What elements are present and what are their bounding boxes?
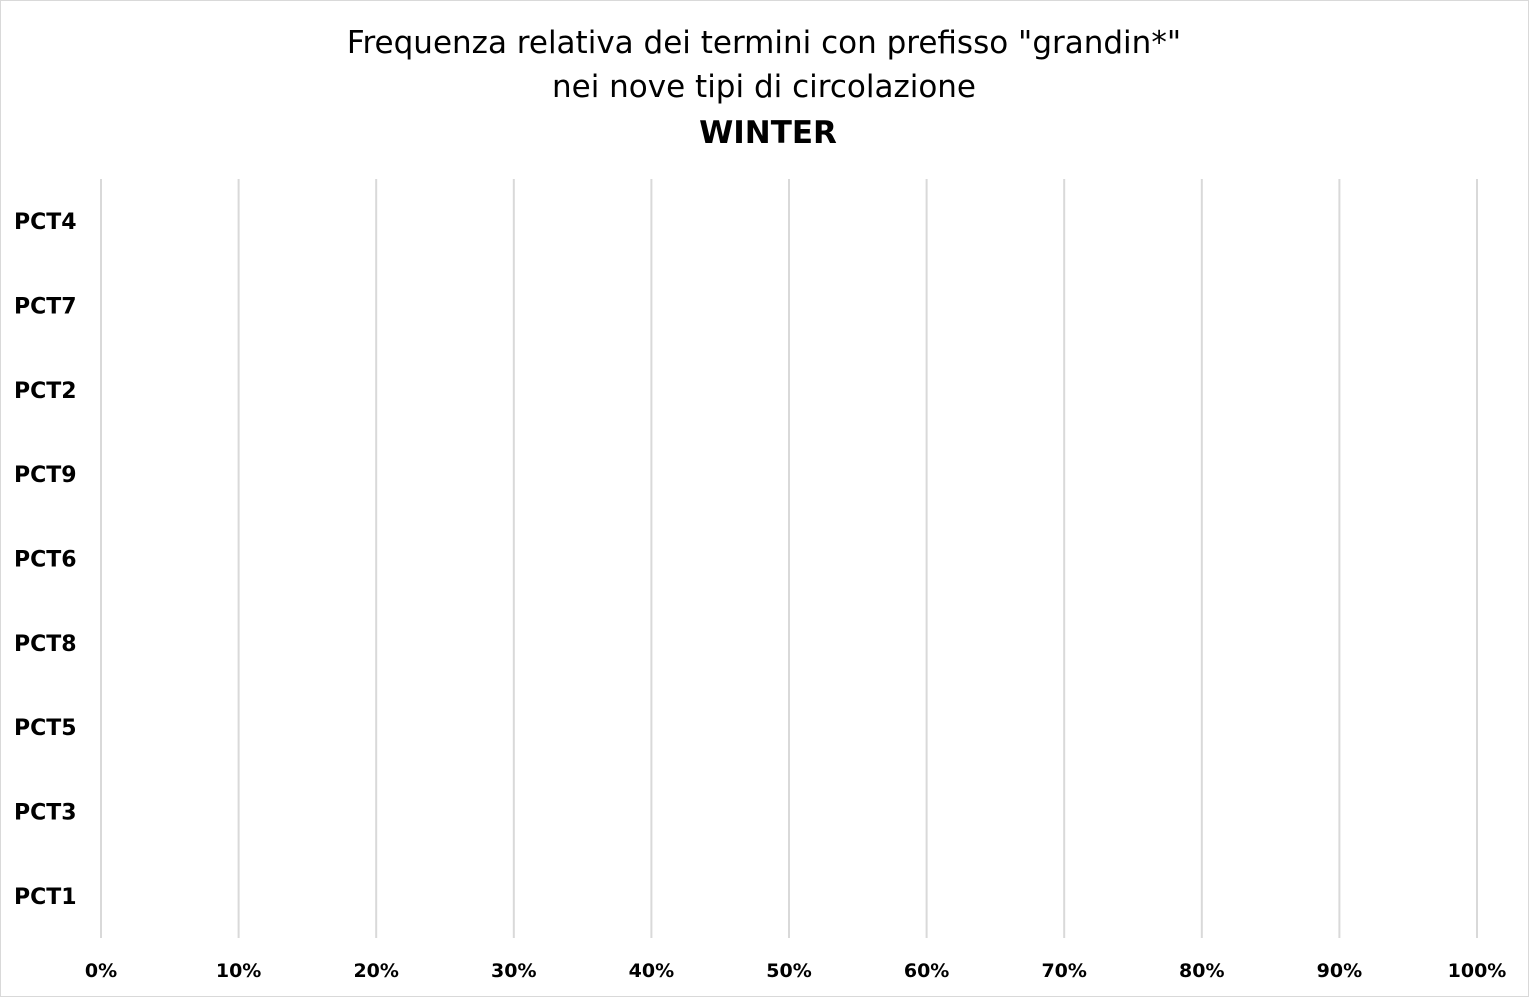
x-tick-label: 80% [1179,960,1224,982]
x-tick-label: 60% [904,960,949,982]
chart-title: Frequenza relativa dei termini con prefi… [347,25,1181,61]
x-tick-label: 0% [85,960,117,982]
category-label-pct3: PCT3 [14,801,77,826]
x-tick-label: 30% [491,960,536,982]
x-tick-label: 90% [1317,960,1362,982]
x-tick-label: 50% [766,960,811,982]
x-tick-labels: 0% 10% 20% 30% 40% 50% 60% 70% 80% 90% 100% [85,960,1506,982]
x-tick-label: 70% [1041,960,1086,982]
x-tick-label: 20% [353,960,398,982]
category-label-pct7: PCT7 [14,295,77,320]
x-tick-label: 100% [1448,960,1507,982]
x-tick-label: 10% [216,960,261,982]
x-tick-label: 40% [629,960,674,982]
chart-subtitle: nei nove tipi di circolazione [552,69,976,105]
category-label-pct6: PCT6 [14,548,77,573]
category-label-pct2: PCT2 [14,379,77,404]
category-label-pct5: PCT5 [14,716,77,741]
category-label-pct4: PCT4 [14,210,77,235]
grid-layer [100,179,1478,938]
category-label-pct9: PCT9 [14,463,77,488]
category-label-pct1: PCT1 [14,885,77,910]
category-labels: PCT4 PCT7 PCT2 PCT9 PCT6 PCT8 PCT5 PCT3 PCT1 [14,210,77,910]
category-label-pct8: PCT8 [14,632,77,657]
chart-season-label: WINTER [699,115,837,151]
